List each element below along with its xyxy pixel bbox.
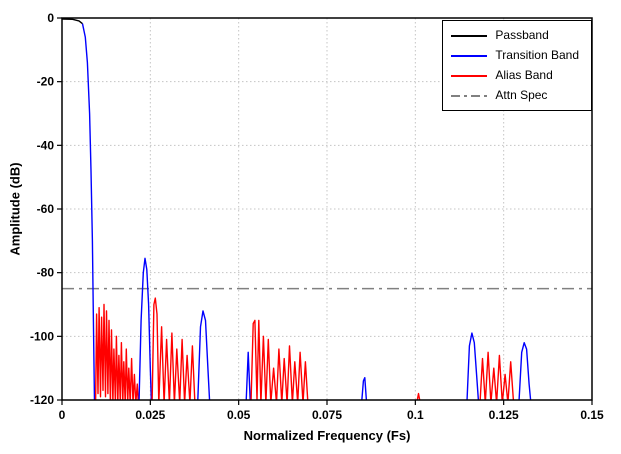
series-transition-lobe-4 (361, 377, 368, 400)
legend-label: Passband (495, 28, 549, 42)
transition-band-line-swatch (451, 54, 488, 57)
y-tick-label: 0 (47, 11, 54, 25)
y-tick-label: -80 (37, 266, 55, 280)
axis-ticks-and-labels: 0 0.025 0.05 0.075 0.1 0.125 0.15 0 -20 -40 -60 -80… (30, 11, 604, 422)
series-alias-cluster-1 (94, 303, 139, 400)
x-tick-label: 0.125 (489, 408, 519, 422)
series-transition-lobe-6 (518, 342, 532, 400)
series-transition-lobe-5 (466, 332, 480, 400)
passband-line-swatch (451, 34, 488, 37)
legend-item-alias-band: Alias Band (451, 68, 579, 83)
legend-label: Attn Spec (495, 88, 548, 102)
series-alias-lobe-4 (416, 392, 421, 400)
series-transition-main-rolloff (81, 23, 96, 400)
alias-band-line-swatch (451, 74, 488, 77)
legend-item-passband: Passband (451, 28, 579, 43)
legend-label: Transition Band (495, 48, 579, 62)
series-passband (62, 18, 83, 25)
x-axis-title: Normalized Frequency (Fs) (243, 428, 411, 443)
y-tick-label: -100 (30, 329, 54, 343)
y-tick-label: -20 (37, 75, 55, 89)
legend: Passband Transition Band Alias Band Attn… (442, 20, 592, 111)
series-transition-lobe-1 (138, 257, 152, 400)
x-tick-label: 0.025 (135, 408, 165, 422)
grid-lines (62, 18, 592, 400)
y-tick-label: -120 (30, 393, 54, 407)
x-tick-label: 0.1 (407, 408, 424, 422)
attn-spec-line-swatch (451, 94, 488, 97)
x-tick-label: 0.05 (227, 408, 251, 422)
series-transition-lobe-2 (197, 310, 211, 400)
series-alias-cluster-3 (250, 319, 309, 400)
legend-item-attn-spec: Attn Spec (451, 88, 579, 103)
y-tick-label: -40 (37, 138, 55, 152)
x-tick-label: 0.15 (580, 408, 604, 422)
x-tick-label: 0 (59, 408, 66, 422)
series-alias-cluster-2 (151, 297, 196, 400)
series-group (62, 18, 532, 400)
y-axis-title: Amplitude (dB) (7, 162, 23, 256)
legend-item-transition-band: Transition Band (451, 48, 579, 63)
y-tick-label: -60 (37, 202, 55, 216)
series-transition-lobe-3 (245, 351, 251, 400)
legend-label: Alias Band (495, 68, 553, 82)
x-tick-label: 0.075 (312, 408, 342, 422)
